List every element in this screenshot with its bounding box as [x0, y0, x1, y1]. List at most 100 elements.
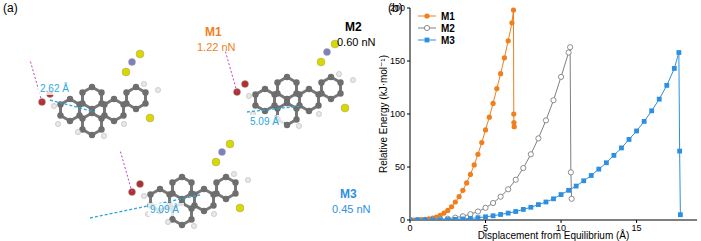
atom — [142, 100, 148, 106]
data-point — [511, 111, 516, 116]
atom — [232, 179, 238, 185]
atom — [79, 89, 85, 95]
data-point — [410, 218, 412, 220]
y-tick-label: 50 — [395, 162, 405, 172]
legend-marker — [424, 13, 429, 18]
y-tick-label: 100 — [390, 109, 405, 119]
legend-marker — [424, 25, 429, 30]
data-point — [453, 199, 458, 204]
atom — [155, 87, 160, 92]
atom — [75, 129, 80, 134]
atom — [296, 123, 301, 128]
molecule-name: M1 — [205, 25, 222, 39]
data-point — [513, 209, 518, 214]
distance-arrow — [50, 100, 95, 112]
atom — [262, 108, 268, 114]
atom — [318, 90, 324, 96]
distance-arrow — [247, 106, 300, 112]
atom — [179, 174, 185, 180]
atom — [169, 190, 175, 196]
data-point — [502, 55, 507, 60]
data-point — [438, 217, 443, 220]
atom — [317, 58, 325, 66]
label-bg — [38, 82, 74, 95]
data-point — [528, 205, 533, 210]
tether — [120, 150, 132, 192]
x-axis-label: Displacement from Equilibrium (Å) — [478, 229, 630, 241]
data-point — [612, 153, 617, 158]
atom — [246, 93, 251, 98]
atom — [147, 191, 153, 197]
atom — [274, 79, 280, 85]
data-point — [513, 177, 518, 182]
atom — [252, 91, 258, 97]
y-tick — [407, 114, 410, 115]
panel-a: (a)M11.22 nN2.62 ÅM20.60 nN5.09 ÅM30.45 … — [3, 1, 376, 229]
data-point — [506, 211, 511, 216]
atom — [284, 74, 290, 80]
atom — [318, 79, 324, 85]
data-point — [490, 200, 495, 205]
data-point — [415, 217, 420, 220]
series-line — [410, 53, 680, 220]
data-point — [468, 216, 473, 220]
data-point — [512, 124, 517, 129]
atom — [89, 84, 95, 90]
data-point — [472, 162, 477, 167]
data-point — [468, 212, 473, 217]
atom — [293, 79, 299, 85]
data-point — [566, 188, 571, 193]
data-point — [479, 140, 484, 145]
molecule — [225, 40, 356, 129]
figure: (a)M11.22 nN2.62 ÅM20.60 nN5.09 ÅM30.45 … — [0, 0, 701, 241]
data-point — [589, 173, 594, 178]
atom — [306, 86, 312, 92]
data-point — [551, 98, 556, 103]
atom — [306, 108, 312, 114]
series-line — [410, 47, 572, 220]
atom — [146, 114, 154, 122]
data-point — [468, 172, 473, 177]
molecule-name: M3 — [340, 187, 357, 201]
data-point — [559, 192, 564, 197]
atom — [252, 102, 258, 108]
y-tick-label: 150 — [390, 56, 405, 66]
y-tick — [407, 220, 410, 221]
data-point — [460, 188, 465, 193]
data-point — [649, 108, 654, 113]
molecule — [90, 140, 251, 229]
data-point — [677, 149, 682, 154]
label-bg — [248, 115, 284, 128]
legend-label: M2 — [441, 23, 455, 34]
atom — [242, 81, 249, 88]
force-label: 0.45 nN — [332, 203, 371, 215]
atom — [188, 179, 194, 185]
data-point — [490, 101, 495, 106]
data-point — [543, 118, 548, 123]
atom — [315, 102, 321, 108]
atom — [136, 50, 144, 58]
y-tick-label: 200 — [390, 3, 405, 13]
atom — [55, 121, 60, 126]
data-point — [423, 218, 428, 220]
atom — [211, 211, 216, 216]
data-point — [430, 217, 435, 220]
atom — [213, 179, 219, 185]
data-point — [476, 215, 481, 220]
atom — [212, 158, 220, 166]
atom — [284, 122, 290, 128]
atom — [188, 216, 194, 222]
data-point — [581, 178, 586, 183]
data-point — [460, 217, 465, 220]
atom — [324, 49, 331, 56]
atom — [79, 115, 85, 121]
atom — [157, 186, 163, 192]
atom — [336, 71, 341, 76]
series-line — [410, 10, 514, 220]
data-point — [511, 8, 516, 13]
series — [410, 8, 517, 220]
data-point — [634, 129, 639, 134]
panel-label: (a) — [3, 1, 18, 15]
atom — [133, 84, 139, 90]
atom — [337, 90, 343, 96]
